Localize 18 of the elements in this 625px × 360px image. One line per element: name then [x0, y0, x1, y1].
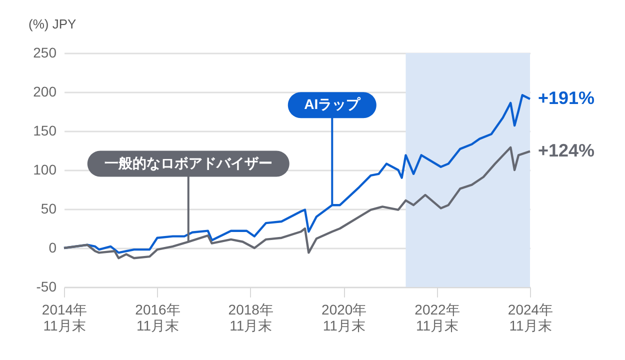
y-tick-label: 250: [33, 44, 57, 60]
text: 一般的なロボアドバイザー: [104, 154, 272, 171]
y-tick-label: -50: [36, 278, 57, 294]
x-tick-label: 2020年 11月末: [322, 302, 367, 334]
y-tick-label: 200: [33, 84, 57, 100]
y-tick-label: 0: [48, 240, 57, 256]
x-tick-label: 2014年 11月末: [42, 302, 88, 334]
x-tick-label: 2024年 11月末: [508, 302, 554, 334]
annotation: +191%: [538, 88, 595, 108]
y-axis-title: (%) JPY: [28, 16, 76, 32]
y-tick-label: 100: [33, 162, 57, 178]
text: AIラップ: [304, 96, 362, 112]
x-tick-label: 2018年 11月末: [228, 302, 274, 334]
y-tick-label: 150: [33, 122, 57, 138]
y-tick-label: 50: [40, 200, 57, 216]
x-tick-label: 2016年 11月末: [135, 302, 180, 334]
x-tick-label: 2022年 11月末: [414, 302, 460, 334]
annotation: +124%: [538, 140, 595, 160]
